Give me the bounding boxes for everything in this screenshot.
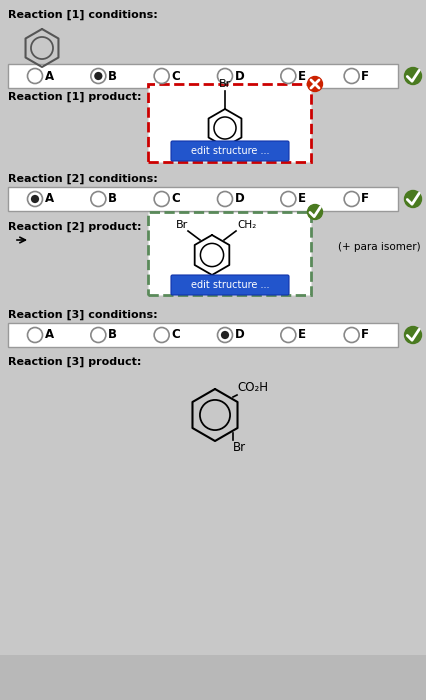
Circle shape	[220, 331, 229, 339]
Bar	[148, 84, 310, 162]
Circle shape	[94, 72, 102, 80]
Text: D: D	[234, 69, 244, 83]
FancyBboxPatch shape	[170, 141, 288, 161]
Circle shape	[31, 195, 39, 203]
Text: edit structure ...: edit structure ...	[190, 146, 269, 156]
Text: F: F	[360, 193, 368, 206]
Text: Reaction [3] conditions:: Reaction [3] conditions:	[8, 310, 157, 321]
Text: E: E	[297, 193, 305, 206]
Text: C: C	[171, 328, 179, 342]
FancyBboxPatch shape	[170, 275, 288, 295]
Text: Br: Br	[233, 441, 245, 454]
FancyBboxPatch shape	[8, 64, 397, 88]
Text: A: A	[44, 193, 54, 206]
FancyBboxPatch shape	[8, 323, 397, 347]
Text: C: C	[171, 69, 179, 83]
Text: B: B	[108, 193, 117, 206]
Text: Br: Br	[176, 220, 187, 230]
Text: CO₂H: CO₂H	[236, 381, 268, 394]
Text: F: F	[360, 69, 368, 83]
Circle shape	[307, 76, 322, 92]
Text: B: B	[108, 328, 117, 342]
Circle shape	[307, 204, 322, 220]
Circle shape	[403, 67, 420, 85]
FancyBboxPatch shape	[8, 187, 397, 211]
Text: edit structure ...: edit structure ...	[190, 280, 269, 290]
Text: F: F	[360, 328, 368, 342]
Bar	[148, 212, 310, 295]
Text: (+ para isomer): (+ para isomer)	[337, 242, 420, 252]
Text: Reaction [2] conditions:: Reaction [2] conditions:	[8, 174, 157, 184]
Text: E: E	[297, 328, 305, 342]
Text: Br: Br	[219, 79, 230, 89]
Text: A: A	[44, 69, 54, 83]
Text: CH₂: CH₂	[236, 220, 256, 230]
Text: C: C	[171, 193, 179, 206]
Text: A: A	[44, 328, 54, 342]
Circle shape	[403, 326, 420, 344]
Text: Reaction [1] conditions:: Reaction [1] conditions:	[8, 10, 157, 20]
Text: D: D	[234, 193, 244, 206]
Text: Reaction [1] product:: Reaction [1] product:	[8, 92, 141, 102]
Text: E: E	[297, 69, 305, 83]
Text: D: D	[234, 328, 244, 342]
Circle shape	[403, 190, 420, 207]
Text: Reaction [2] product:: Reaction [2] product:	[8, 222, 141, 232]
Text: Reaction [3] product:: Reaction [3] product:	[8, 357, 141, 368]
Text: B: B	[108, 69, 117, 83]
Bar	[0, 655, 426, 700]
